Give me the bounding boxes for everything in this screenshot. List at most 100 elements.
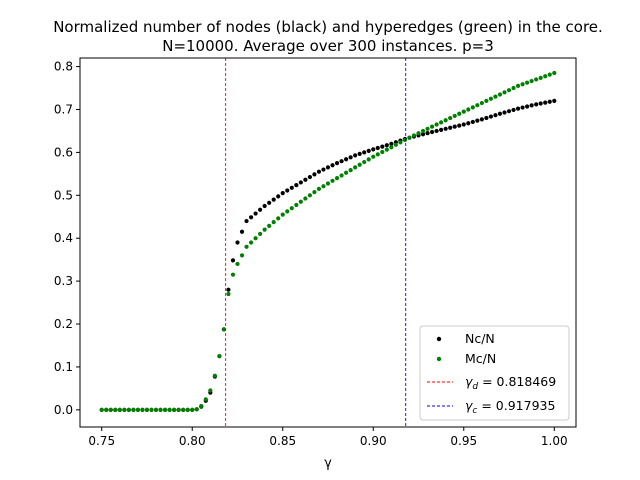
data-point (104, 407, 109, 412)
data-point (457, 123, 462, 128)
chart-title-line-1: Normalized number of nodes (black) and h… (53, 18, 603, 36)
data-point (280, 191, 285, 196)
data-point (239, 229, 245, 234)
data-point (402, 137, 408, 143)
data-point (552, 98, 557, 104)
data-point (181, 407, 186, 412)
data-point (380, 144, 385, 149)
data-point (298, 199, 303, 204)
data-point (316, 169, 322, 174)
data-point (316, 186, 322, 191)
data-point (484, 115, 489, 121)
plot-frame (79, 57, 577, 428)
data-point (502, 110, 507, 115)
data-point (506, 88, 512, 93)
data-point (457, 111, 462, 116)
data-point (212, 373, 217, 378)
data-point (420, 132, 426, 137)
data-point (280, 212, 285, 217)
legend-marker-mc (436, 356, 442, 362)
data-point (493, 113, 498, 118)
data-point (208, 388, 213, 393)
data-point (217, 354, 222, 359)
data-point (520, 82, 525, 87)
data-point (176, 407, 181, 412)
y-tick-label: 0.5 (54, 188, 73, 202)
data-point (330, 163, 335, 168)
data-point (344, 170, 349, 175)
data-point (271, 220, 276, 225)
data-point (375, 145, 380, 151)
data-point (543, 100, 548, 105)
threshold-lines (225, 58, 407, 427)
data-point (502, 90, 507, 95)
data-point (389, 145, 394, 150)
data-point (488, 114, 494, 119)
data-point (475, 118, 480, 123)
data-point (479, 100, 484, 106)
data-point (357, 151, 362, 156)
legend-box (419, 325, 570, 421)
data-points (99, 70, 557, 412)
data-point (303, 196, 308, 201)
data-point (461, 109, 466, 114)
legend-gamma-d-sub: d (472, 382, 478, 392)
data-point (158, 407, 163, 412)
data-point (135, 407, 141, 412)
data-point (493, 94, 498, 99)
data-point (353, 153, 358, 158)
x-axis-label: γ (324, 456, 332, 471)
legend-gamma-d-symbol: γ (465, 374, 473, 389)
data-point (267, 223, 272, 228)
data-point (285, 209, 290, 214)
data-point (285, 188, 290, 193)
data-point (484, 98, 489, 104)
data-point (167, 407, 172, 412)
data-point (520, 105, 525, 110)
data-point (235, 240, 240, 245)
data-point (538, 101, 543, 106)
legend-gamma-c-value: = 0.917935 (477, 398, 555, 413)
legend-gamma-d-value: = 0.818469 (478, 374, 556, 389)
data-point (221, 327, 227, 332)
data-point (99, 407, 104, 412)
y-tick-label: 0.2 (54, 317, 73, 331)
data-point (199, 403, 204, 409)
data-point (244, 244, 249, 249)
data-point (348, 167, 353, 173)
x-tick-label: 0.95 (450, 434, 477, 448)
data-point (448, 115, 453, 121)
data-point (407, 135, 412, 140)
data-point (262, 227, 267, 232)
data-point (534, 102, 539, 107)
data-point (362, 150, 367, 155)
data-point (325, 165, 331, 170)
data-point (375, 152, 380, 157)
data-point (353, 165, 358, 170)
data-point (235, 261, 240, 267)
legend-label-mc: Mc/N (465, 351, 496, 366)
x-tick-label: 0.80 (179, 434, 206, 448)
data-point (380, 149, 385, 155)
data-point (466, 107, 471, 112)
data-point (488, 96, 494, 101)
legend-label-gamma-c: γc = 0.917935 (465, 398, 555, 416)
data-point (276, 194, 281, 199)
legend: Nc/N Mc/N γd = 0.818469 γc = 0.917935 (419, 325, 570, 421)
y-tick-label: 0.0 (54, 403, 73, 417)
data-point (416, 131, 421, 136)
x-tick-label: 0.85 (269, 434, 296, 448)
data-point (267, 200, 272, 205)
data-point (443, 118, 448, 123)
data-point (384, 147, 389, 152)
data-point (529, 78, 534, 84)
data-point (312, 189, 317, 195)
data-point (194, 407, 199, 412)
x-tick-label: 0.90 (360, 434, 387, 448)
y-tick-label: 0.4 (54, 231, 73, 245)
data-point (534, 77, 539, 82)
data-point (538, 75, 543, 80)
data-point (371, 154, 376, 159)
data-point (366, 148, 371, 153)
data-point (239, 253, 245, 258)
